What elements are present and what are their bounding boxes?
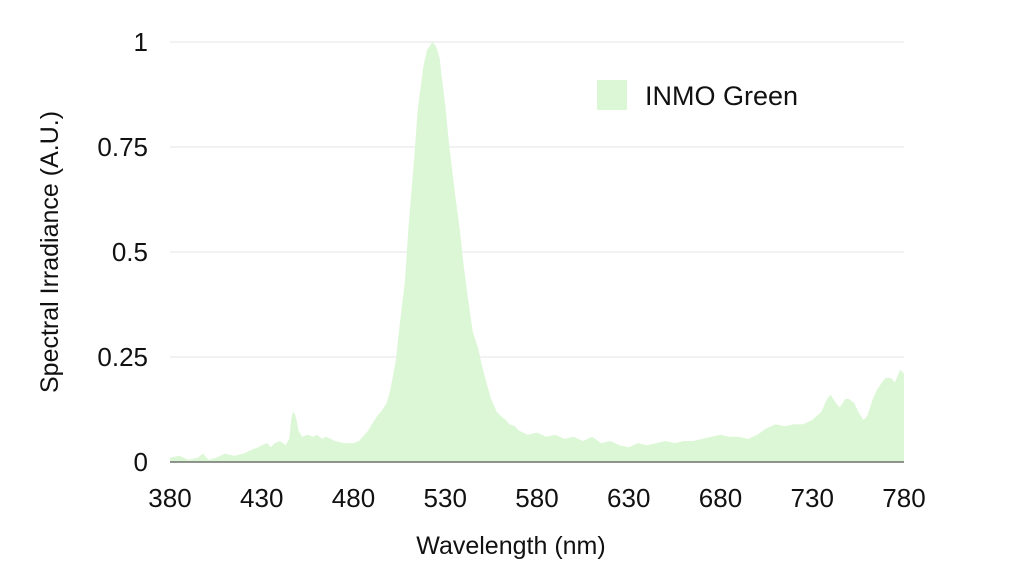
x-tick-label: 530 (424, 483, 467, 513)
series-area-inmo-green (170, 42, 904, 462)
y-axis-title: Spectral Irradiance (A.U.) (36, 111, 64, 393)
legend-swatch-inmo-green (597, 80, 627, 110)
x-tick-label: 780 (882, 483, 925, 513)
x-tick-label: 630 (607, 483, 650, 513)
x-tick-labels: 380 430 480 530 580 630 680 730 780 (148, 483, 925, 513)
x-tick-label: 730 (791, 483, 834, 513)
y-tick-label: 0 (134, 447, 148, 477)
x-tick-label: 580 (515, 483, 558, 513)
legend-label-inmo-green: INMO Green (645, 81, 798, 111)
y-tick-labels: 0 0.25 0.5 0.75 1 (97, 27, 148, 477)
x-axis-title: Wavelength (nm) (416, 532, 605, 560)
x-tick-label: 480 (332, 483, 375, 513)
legend: INMO Green (597, 80, 798, 111)
x-tick-label: 430 (240, 483, 283, 513)
y-tick-label: 0.5 (112, 237, 148, 267)
x-tick-label: 380 (148, 483, 191, 513)
gridlines (170, 41, 904, 358)
y-tick-label: 0.75 (97, 132, 148, 162)
series-layer (170, 42, 904, 462)
y-tick-label: 0.25 (97, 342, 148, 372)
x-tick-label: 680 (699, 483, 742, 513)
y-tick-label: 1 (134, 27, 148, 57)
